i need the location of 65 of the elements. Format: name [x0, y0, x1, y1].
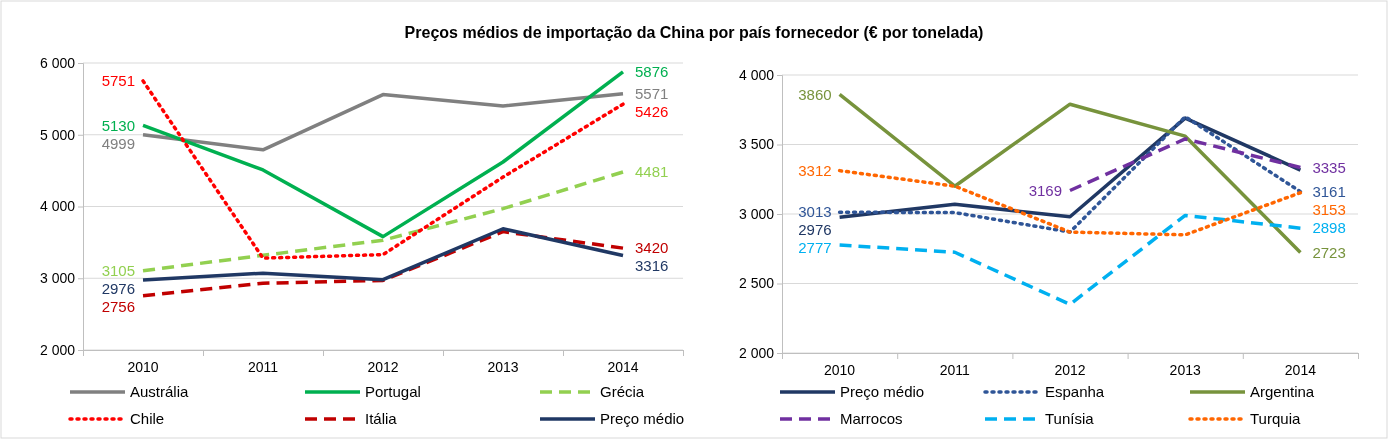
x-tick-label: 2012 [1054, 362, 1086, 378]
data-label: 3335 [1312, 158, 1346, 176]
line-series [141, 92, 625, 152]
x-tick-label: 2010 [127, 359, 159, 375]
x-tick-label: 2014 [607, 359, 639, 375]
data-label: 5751 [101, 72, 135, 90]
x-tick-label: 2013 [487, 359, 519, 375]
data-label: 4481 [635, 163, 669, 181]
line-series [141, 226, 625, 282]
data-label: 3013 [798, 203, 832, 221]
data-label: 5426 [635, 103, 669, 121]
line-series [141, 229, 625, 298]
legend-label: Turquia [1250, 410, 1301, 428]
y-tick-label: 2 500 [738, 275, 775, 292]
y-tick-label: 5 000 [39, 126, 76, 143]
legend-label: Tunísia [1045, 410, 1095, 428]
y-tick-label: 3 000 [39, 270, 76, 287]
data-label: 3105 [101, 261, 135, 279]
data-label: 3860 [798, 85, 832, 103]
data-label: 3316 [635, 257, 669, 275]
x-tick-label: 2011 [247, 359, 279, 375]
y-tick-label: 2 000 [738, 344, 775, 361]
legend-label: Espanha [1045, 383, 1105, 401]
y-tick-label: 6 000 [39, 54, 76, 71]
data-label: 3161 [1312, 182, 1346, 200]
legend-label: Argentina [1250, 383, 1315, 401]
y-tick-label: 3 000 [738, 205, 775, 222]
line-series [837, 92, 1303, 255]
legend-label: Marrocos [840, 410, 903, 428]
data-label: 3312 [798, 161, 832, 179]
legend-label: Itália [365, 410, 398, 428]
x-tick-label: 2011 [939, 362, 971, 378]
line-series [141, 170, 625, 273]
data-label: 5876 [635, 63, 669, 81]
line-series [837, 213, 1303, 307]
data-label: 2777 [798, 239, 832, 257]
x-tick-label: 2013 [1169, 362, 1201, 378]
legend-label: Preço médio [840, 383, 925, 401]
data-label: 2976 [101, 279, 135, 297]
data-label: 5130 [101, 116, 135, 134]
data-label: 2976 [798, 221, 832, 239]
x-tick-label: 2012 [367, 359, 399, 375]
data-label: 3420 [635, 239, 669, 257]
y-tick-label: 3 500 [738, 136, 775, 153]
legend-label: Chile [130, 410, 165, 428]
data-label: 2898 [1312, 219, 1346, 237]
data-label: 2723 [1312, 243, 1346, 261]
line-series [141, 70, 625, 239]
legend-label: Grécia [600, 383, 645, 401]
y-tick-label: 2 000 [39, 341, 76, 358]
data-label: 2756 [101, 297, 135, 315]
x-tick-label: 2014 [1284, 362, 1317, 378]
legend-label: Austrália [130, 383, 190, 401]
y-tick-label: 4 000 [39, 198, 76, 215]
data-label: 4999 [101, 134, 135, 152]
data-label: 5571 [635, 85, 669, 103]
y-tick-label: 4 000 [738, 66, 775, 83]
data-label: 3153 [1312, 200, 1346, 218]
x-tick-label: 2010 [824, 362, 856, 378]
line-series [837, 168, 1303, 237]
legend-label: Portugal [365, 383, 421, 401]
legend-label: Preço médio [600, 410, 685, 428]
chart-title: Preços médios de importação da China por país fornecedor (€ por tonelada) [404, 24, 984, 41]
line-series [141, 79, 625, 260]
data-label: 3169 [1028, 181, 1062, 199]
